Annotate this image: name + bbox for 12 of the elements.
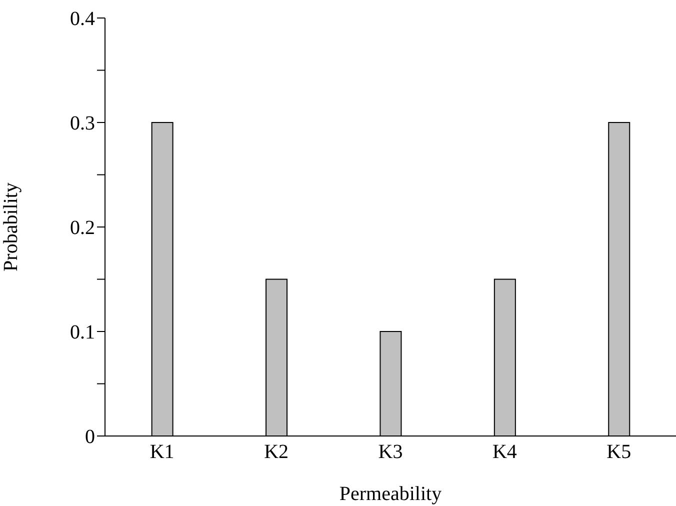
- x-axis-title: Permeability: [339, 483, 442, 505]
- x-tick-label: K4: [492, 441, 517, 464]
- y-tick-label: 0.4: [70, 8, 95, 30]
- y-tick-label: 0.1: [70, 322, 95, 344]
- x-tick-label: K3: [378, 441, 403, 464]
- x-tick-label: K2: [264, 441, 289, 464]
- y-axis-title: Probability: [0, 182, 22, 272]
- x-tick-label: K5: [606, 441, 632, 464]
- y-tick-label: 0: [85, 426, 95, 448]
- x-tick-label: K1: [150, 441, 174, 464]
- y-tick-label: 0.3: [70, 112, 95, 135]
- y-tick-label: 0.2: [70, 217, 95, 240]
